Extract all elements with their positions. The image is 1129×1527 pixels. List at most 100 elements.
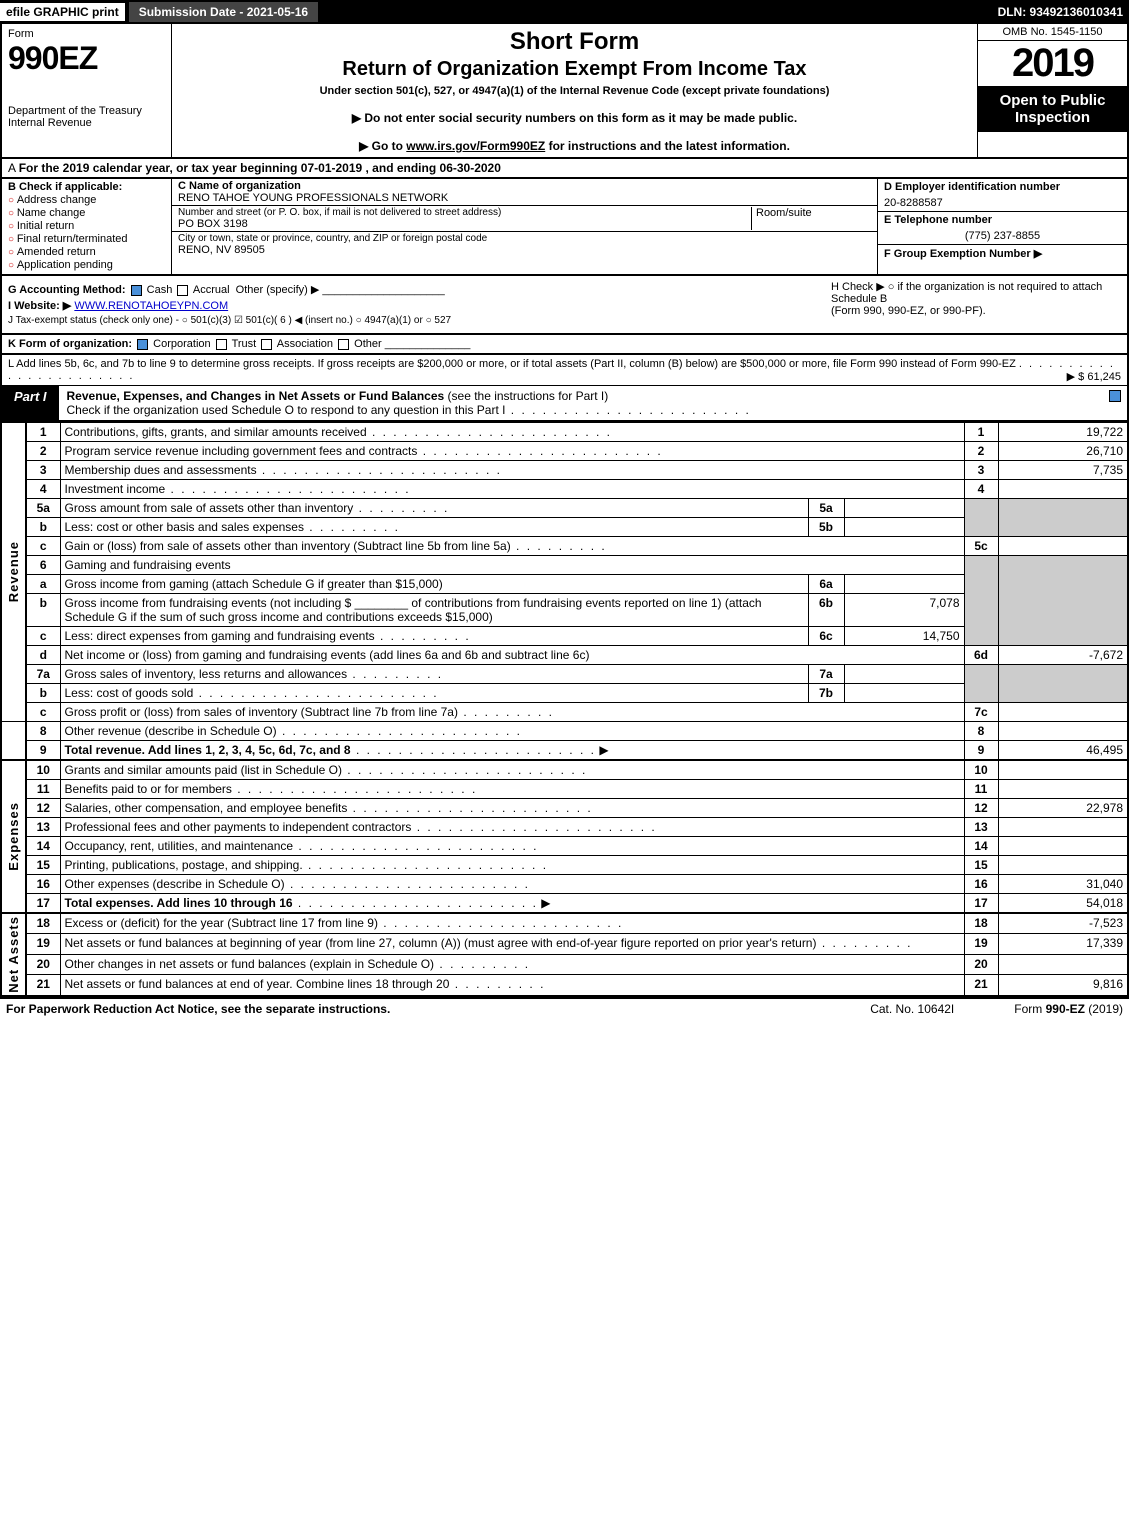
row-6b-miniv: 7,078 [844, 594, 964, 627]
chk-association[interactable] [261, 339, 272, 350]
row-6a-miniv [844, 575, 964, 594]
line-i: I Website: ▶ WWW.RENOTAHOEYPN.COM [8, 299, 821, 312]
efile-print-button[interactable]: efile GRAPHIC print [0, 3, 125, 21]
row-14-ln: 14 [964, 837, 998, 856]
row-21-desc: Net assets or fund balances at end of ye… [60, 975, 964, 996]
row-13-num: 13 [26, 818, 60, 837]
chk-final-return[interactable]: Final return/terminated [8, 233, 165, 245]
row-15-desc: Printing, publications, postage, and shi… [60, 856, 964, 875]
return-title: Return of Organization Exempt From Incom… [182, 58, 967, 81]
row-8-desc: Other revenue (describe in Schedule O) [60, 722, 964, 741]
ein-label: D Employer identification number [878, 179, 1127, 195]
chk-application-pending[interactable]: Application pending [8, 259, 165, 271]
box-b: B Check if applicable: Address change Na… [2, 179, 172, 274]
city-row: City or town, state or province, country… [172, 232, 877, 257]
chk-other[interactable] [338, 339, 349, 350]
row-8-num: 8 [26, 722, 60, 741]
row-6d-ln: 6d [964, 646, 998, 665]
phone-label: E Telephone number [878, 212, 1127, 228]
line-l: L Add lines 5b, 6c, and 7b to line 9 to … [0, 355, 1129, 385]
org-name-label: C Name of organization [178, 180, 448, 192]
row-12-amt: 22,978 [998, 799, 1128, 818]
row-7b-desc: Less: cost of goods sold [60, 684, 808, 703]
row-12-desc: Salaries, other compensation, and employ… [60, 799, 964, 818]
form-number: 990EZ [8, 40, 165, 77]
chk-name-change[interactable]: Name change [8, 207, 165, 219]
row-5a-desc: Gross amount from sale of assets other t… [60, 499, 808, 518]
row-21-amt: 9,816 [998, 975, 1128, 996]
row-21-ln: 21 [964, 975, 998, 996]
row-6d-num: d [26, 646, 60, 665]
row-21-num: 21 [26, 975, 60, 996]
org-name-value: RENO TAHOE YOUNG PROFESSIONALS NETWORK [178, 192, 448, 204]
row-6c-mini: 6c [808, 627, 844, 646]
row-6-num: 6 [26, 556, 60, 575]
part-i-tab: Part I [2, 386, 59, 420]
row-6c-desc: Less: direct expenses from gaming and fu… [60, 627, 808, 646]
g-accrual: Accrual [193, 284, 230, 296]
row-3-num: 3 [26, 461, 60, 480]
open-to-public: Open to Public Inspection [978, 86, 1127, 132]
short-form-title: Short Form [182, 28, 967, 56]
cat-no: Cat. No. 10642I [870, 1002, 954, 1016]
k-other: Other [354, 338, 382, 350]
row-12-num: 12 [26, 799, 60, 818]
row-7ab-grey-amt [998, 665, 1128, 703]
row-7a-miniv [844, 665, 964, 684]
chk-initial-return[interactable]: Initial return [8, 220, 165, 232]
l-amount: ▶ $ 61,245 [1067, 370, 1121, 383]
row-5a-num: 5a [26, 499, 60, 518]
k-corp: Corporation [153, 338, 210, 350]
row-7a-num: 7a [26, 665, 60, 684]
row-14-num: 14 [26, 837, 60, 856]
side-net-assets: Net Assets [1, 913, 26, 996]
top-bar: efile GRAPHIC print Submission Date - 20… [0, 0, 1129, 24]
row-16-ln: 16 [964, 875, 998, 894]
row-14-amt [998, 837, 1128, 856]
row-3-desc: Membership dues and assessments [60, 461, 964, 480]
chk-corporation[interactable] [137, 339, 148, 350]
chk-amended-return[interactable]: Amended return [8, 246, 165, 258]
row-18-num: 18 [26, 913, 60, 934]
website-link[interactable]: WWW.RENOTAHOEYPN.COM [74, 300, 228, 312]
row-6a-mini: 6a [808, 575, 844, 594]
header-left: Form 990EZ Department of the Treasury In… [2, 24, 172, 157]
row-20-ln: 20 [964, 954, 998, 974]
row-5c-amt [998, 537, 1128, 556]
city-label: City or town, state or province, country… [178, 233, 487, 244]
print-text: print [92, 5, 119, 19]
box-c: C Name of organization RENO TAHOE YOUNG … [172, 179, 877, 274]
row-5b-num: b [26, 518, 60, 537]
side-expenses: Expenses [1, 760, 26, 913]
phone-value: (775) 237-8855 [878, 228, 1127, 245]
row-9-amt: 46,495 [998, 741, 1128, 761]
row-17-ln: 17 [964, 894, 998, 914]
row-11-amt [998, 780, 1128, 799]
part-i-checkbox[interactable] [1109, 390, 1121, 402]
group-exemption: F Group Exemption Number ▶ [878, 245, 1127, 262]
row-5c-desc: Gain or (loss) from sale of assets other… [60, 537, 964, 556]
chk-trust[interactable] [216, 339, 227, 350]
row-5b-desc: Less: cost or other basis and sales expe… [60, 518, 808, 537]
row-6a-num: a [26, 575, 60, 594]
row-7c-desc: Gross profit or (loss) from sales of inv… [60, 703, 964, 722]
row-15-ln: 15 [964, 856, 998, 875]
chk-accrual[interactable] [177, 285, 188, 296]
row-7a-desc: Gross sales of inventory, less returns a… [60, 665, 808, 684]
row-4-ln: 4 [964, 480, 998, 499]
chk-address-change[interactable]: Address change [8, 194, 165, 206]
row-9-desc: Total revenue. Add lines 1, 2, 3, 4, 5c,… [60, 741, 964, 761]
row-19-num: 19 [26, 934, 60, 954]
identity-block: B Check if applicable: Address change Na… [0, 179, 1129, 276]
h-line2: (Form 990, 990-EZ, or 990-PF). [831, 305, 1121, 317]
chk-cash[interactable] [131, 285, 142, 296]
part-i-title: Revenue, Expenses, and Changes in Net As… [59, 386, 1103, 420]
row-1-amt: 19,722 [998, 423, 1128, 442]
ein-value: 20-8288587 [878, 195, 1127, 212]
irs-link[interactable]: www.irs.gov/Form990EZ [406, 139, 545, 153]
efile-text: efile [6, 5, 33, 19]
row-4-amt [998, 480, 1128, 499]
row-6a-desc: Gross income from gaming (attach Schedul… [60, 575, 808, 594]
page-footer: For Paperwork Reduction Act Notice, see … [0, 997, 1129, 1019]
row-10-desc: Grants and similar amounts paid (list in… [60, 760, 964, 780]
